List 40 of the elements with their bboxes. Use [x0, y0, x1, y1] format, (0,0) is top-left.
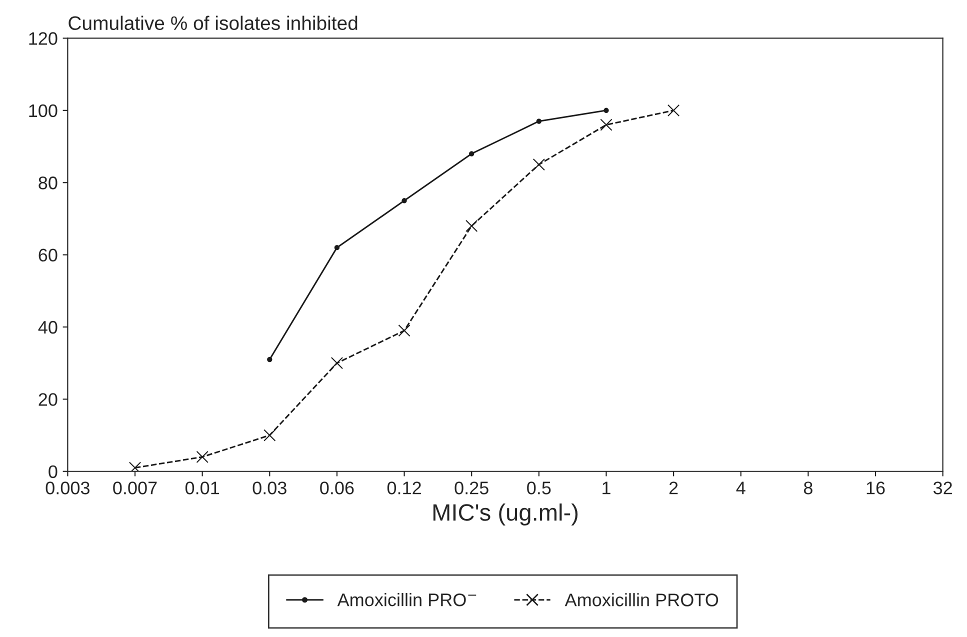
x-tick-label: 0.06 — [320, 482, 354, 494]
point — [667, 104, 680, 116]
y-tick-label: 100 — [29, 104, 58, 118]
legend-label: Amoxicillin PRO$^{−}$ — [337, 592, 476, 606]
x-tick-label: 0.12 — [387, 482, 421, 494]
x-tick-label: 2 — [669, 482, 678, 494]
point — [398, 324, 410, 337]
point — [604, 108, 609, 114]
y-tick-label: 80 — [38, 176, 58, 190]
x-tick-label: 4 — [736, 482, 746, 494]
point — [196, 450, 208, 464]
x-tick-label: 0.01 — [185, 482, 220, 494]
point — [466, 220, 478, 232]
point — [334, 244, 340, 250]
y-tick-label: 40 — [38, 320, 58, 334]
y-tick-label: 60 — [38, 248, 58, 262]
y-axis-title: Cumulative % of isolates inhibited — [68, 16, 358, 30]
x-tick-label: 0.5 — [527, 482, 551, 494]
legend-label: Amoxicillin PROTO — [564, 593, 718, 606]
x-tick-label: 0.007 — [113, 482, 157, 494]
x-axis-title: MIC's (ug.ml-) — [433, 503, 578, 526]
x-tick-label: 32 — [933, 482, 952, 494]
x-tick-label: 1 — [602, 482, 610, 494]
point — [267, 356, 272, 362]
point — [532, 158, 545, 171]
y-tick-label: 0 — [48, 465, 58, 478]
point — [402, 198, 407, 204]
x-tick-label: 0.25 — [454, 482, 488, 494]
x-tick-label: 8 — [804, 482, 812, 494]
y-tick-label: 20 — [38, 393, 58, 406]
x-tick-label: 0.03 — [252, 482, 286, 494]
point — [330, 357, 344, 370]
x-tick-label: 0.003 — [46, 482, 90, 494]
point — [468, 151, 474, 156]
x-tick-label: 16 — [866, 482, 885, 494]
y-tick-label: 120 — [29, 32, 58, 45]
point — [536, 118, 542, 124]
point — [128, 462, 142, 472]
point — [264, 429, 276, 442]
point — [600, 118, 612, 131]
